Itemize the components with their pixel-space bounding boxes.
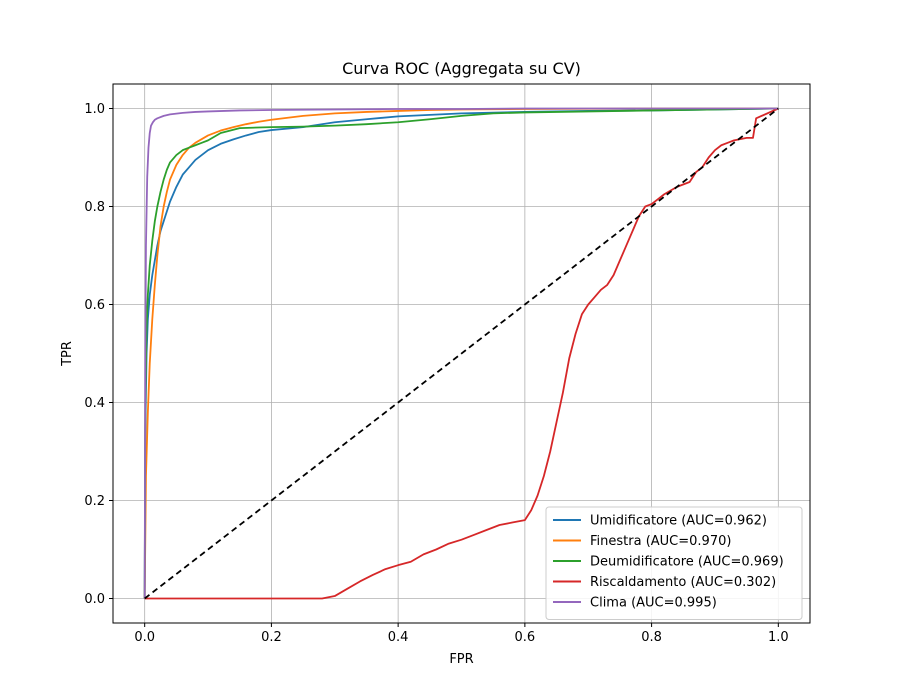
x-tick-label: 0.8 xyxy=(641,630,662,645)
chart-title: Curva ROC (Aggregata su CV) xyxy=(342,59,581,78)
legend-entry-label: Clima (AUC=0.995) xyxy=(590,596,717,611)
plot-frame xyxy=(112,83,811,624)
x-tick-label: 0.2 xyxy=(261,630,282,645)
ticks: 0.0 0.2 0.4 0.6 0.8 1.0 0.0 0.2 0.4 0.6 0.8 1.0 xyxy=(84,102,788,645)
legend-entry-label: Riscaldamento (AUC=0.302) xyxy=(590,575,776,590)
y-tick-label: 0.4 xyxy=(84,396,105,411)
legend-entry-label: Umidificatore (AUC=0.962) xyxy=(590,514,767,529)
series-line-finestra xyxy=(143,107,779,599)
legend-entry-label: Finestra (AUC=0.970) xyxy=(590,534,731,549)
legend-box xyxy=(545,506,803,620)
x-tick-label: 0.6 xyxy=(515,630,536,645)
y-axis-label: TPR xyxy=(60,341,75,367)
legend-entry-label: Deumidificatore (AUC=0.969) xyxy=(590,555,784,570)
y-tick-label: 1.0 xyxy=(84,102,105,117)
grid xyxy=(113,84,810,623)
y-tick-label: 0.8 xyxy=(84,200,105,215)
x-tick-label: 0.0 xyxy=(134,630,155,645)
x-axis-label: FPR xyxy=(449,652,473,667)
x-tick-label: 1.0 xyxy=(768,630,789,645)
y-tick-label: 0.6 xyxy=(84,298,105,313)
y-tick-label: 0.0 xyxy=(84,592,105,607)
x-tick-label: 0.4 xyxy=(388,630,409,645)
series-layer xyxy=(143,107,779,600)
series-line-deumidificatore xyxy=(143,107,779,599)
legend: Umidificatore (AUC=0.962) Finestra (AUC=0… xyxy=(545,506,803,620)
diagonal-reference-line xyxy=(144,107,779,600)
y-tick-label: 0.2 xyxy=(84,494,105,509)
series-line-clima xyxy=(143,107,779,599)
